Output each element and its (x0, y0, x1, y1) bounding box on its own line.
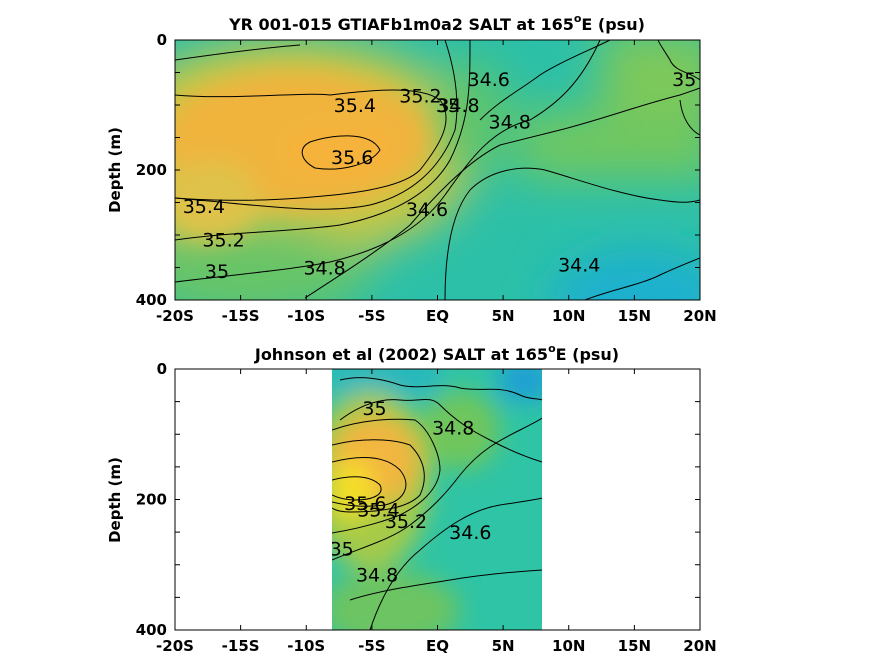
top-chart-title: YR 001-015 GTIAFb1m0a2 SALT at 165oE (ps… (228, 12, 645, 34)
top-x-tick-label: 20N (683, 307, 716, 325)
bottom-x-tick-label: 20N (683, 637, 716, 655)
bottom-y-tick-label: 0 (157, 360, 167, 378)
top-x-tick-label: 10N (552, 307, 585, 325)
top-contour-label: 34.4 (558, 254, 600, 276)
top-contour-label: 35 (205, 261, 229, 283)
top-contour-label: 35.6 (331, 147, 373, 169)
bottom-contour-label: 35.2 (385, 511, 427, 533)
bottom-x-tick-label: -10S (287, 637, 325, 655)
top-contour-label: 34.6 (406, 199, 448, 221)
bottom-x-tick-label: 5N (492, 637, 515, 655)
bottom-contour-label: 35 (362, 398, 386, 420)
top-contour-label: 35.4 (334, 95, 376, 117)
top-x-tick-label: -15S (222, 307, 260, 325)
top-x-tick-label: 5N (492, 307, 515, 325)
bottom-ticks: -20S -15S -10S -5S EQ 5N 10N 15N 20N 0 200 400 (136, 360, 717, 655)
top-x-tick-label: 15N (618, 307, 651, 325)
top-x-tick-label: -20S (156, 307, 194, 325)
bottom-y-axis-label: Depth (m) (106, 457, 124, 543)
bottom-x-tick-label: -15S (222, 637, 260, 655)
bottom-x-tick-label: 10N (552, 637, 585, 655)
top-contour-label: 34.8 (437, 95, 479, 117)
bottom-x-tick-label: -5S (358, 637, 385, 655)
top-x-tick-label: -5S (358, 307, 385, 325)
bottom-x-tick-label: EQ (426, 637, 449, 655)
bottom-contour-label: 34.8 (356, 565, 398, 587)
bottom-contour-label: 35.4 (357, 499, 399, 521)
bottom-chart-title: Johnson et al (2002) SALT at 165oE (psu) (254, 342, 619, 364)
top-contour-label: 35.2 (202, 230, 244, 252)
top-contour-label: 35 (672, 69, 696, 91)
bottom-contours (332, 377, 542, 630)
top-chart: YR 001-015 GTIAFb1m0a2 SALT at 165oE (ps… (106, 12, 717, 325)
top-contour-label: 35.2 (399, 85, 441, 107)
top-y-axis-label: Depth (m) (106, 127, 124, 213)
top-ticks: -20S -15S -10S -5S EQ 5N 10N 15N 20N 0 200 400 (136, 31, 717, 325)
top-x-tick-label: EQ (426, 307, 449, 325)
top-contour-label: 35 (436, 95, 460, 117)
top-y-tick-label: 200 (136, 161, 167, 179)
bottom-x-tick-label: -20S (156, 637, 194, 655)
bottom-y-tick-label: 200 (136, 491, 167, 509)
bottom-x-tick-label: 15N (618, 637, 651, 655)
bottom-y-tick-label: 400 (136, 621, 167, 639)
top-x-tick-label: -10S (287, 307, 325, 325)
bottom-contour-label: 35 (330, 538, 354, 560)
bottom-contour-label: 34.6 (449, 522, 491, 544)
top-contour-label: 34.8 (303, 258, 345, 280)
top-contour-label: 34.8 (489, 111, 531, 133)
bottom-contour-label: 35.6 (344, 493, 386, 515)
top-y-tick-label: 0 (157, 31, 167, 49)
top-y-tick-label: 400 (136, 291, 167, 309)
bottom-contour-label: 34.8 (432, 418, 474, 440)
bottom-chart: Johnson et al (2002) SALT at 165oE (psu) (106, 342, 717, 655)
top-contours (175, 40, 700, 300)
top-contour-label: 35.4 (183, 196, 225, 218)
top-contour-label: 34.6 (468, 69, 510, 91)
